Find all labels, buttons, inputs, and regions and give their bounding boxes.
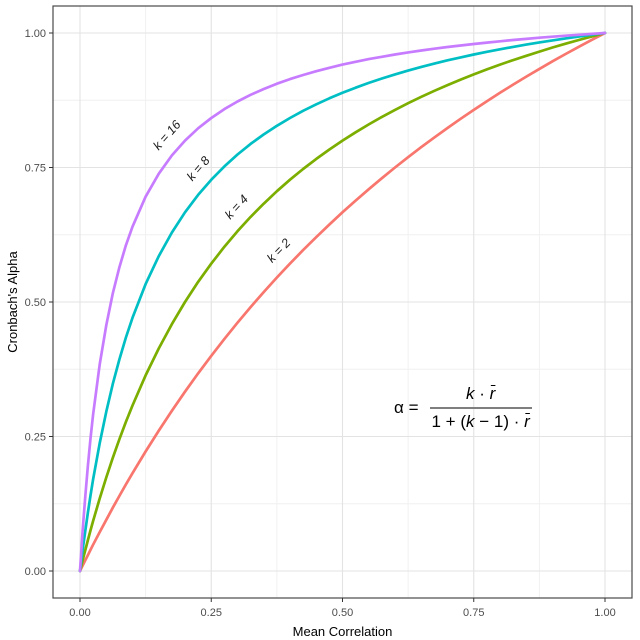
formula-lhs: α = <box>394 398 419 418</box>
curve-2 <box>78 31 607 573</box>
y-tick-label: 0.75 <box>25 163 46 175</box>
y-tick-label: 0.00 <box>25 566 46 578</box>
y-axis-title: Cronbach's Alpha <box>5 250 20 352</box>
y-tick-label: 0.50 <box>25 297 46 309</box>
x-tick-label: 0.25 <box>201 607 222 619</box>
y-tick-label: 1.00 <box>25 28 46 40</box>
y-tick-label: 0.25 <box>25 432 46 444</box>
formula-annotation: α = k · r̄ 1 + (k − 1) · r̄ <box>394 384 534 433</box>
formula-numerator: k · r̄ <box>466 384 496 403</box>
alpha-symbol: α <box>394 398 404 418</box>
curve-16 <box>78 31 607 573</box>
formula-denominator: 1 + (k − 1) · r̄ <box>431 412 530 432</box>
x-tick-label: 0.50 <box>332 607 353 619</box>
x-tick-label: 1.00 <box>594 607 615 619</box>
curve-4 <box>78 31 607 573</box>
formula-fraction: k · r̄ 1 + (k − 1) · r̄ <box>428 384 534 433</box>
curve-8 <box>78 31 607 573</box>
x-tick-label: 0.00 <box>69 607 90 619</box>
x-tick-label: 0.75 <box>463 607 484 619</box>
fraction-bar <box>429 407 532 410</box>
equals-sign: = <box>408 398 419 418</box>
x-axis-title: Mean Correlation <box>293 624 393 639</box>
